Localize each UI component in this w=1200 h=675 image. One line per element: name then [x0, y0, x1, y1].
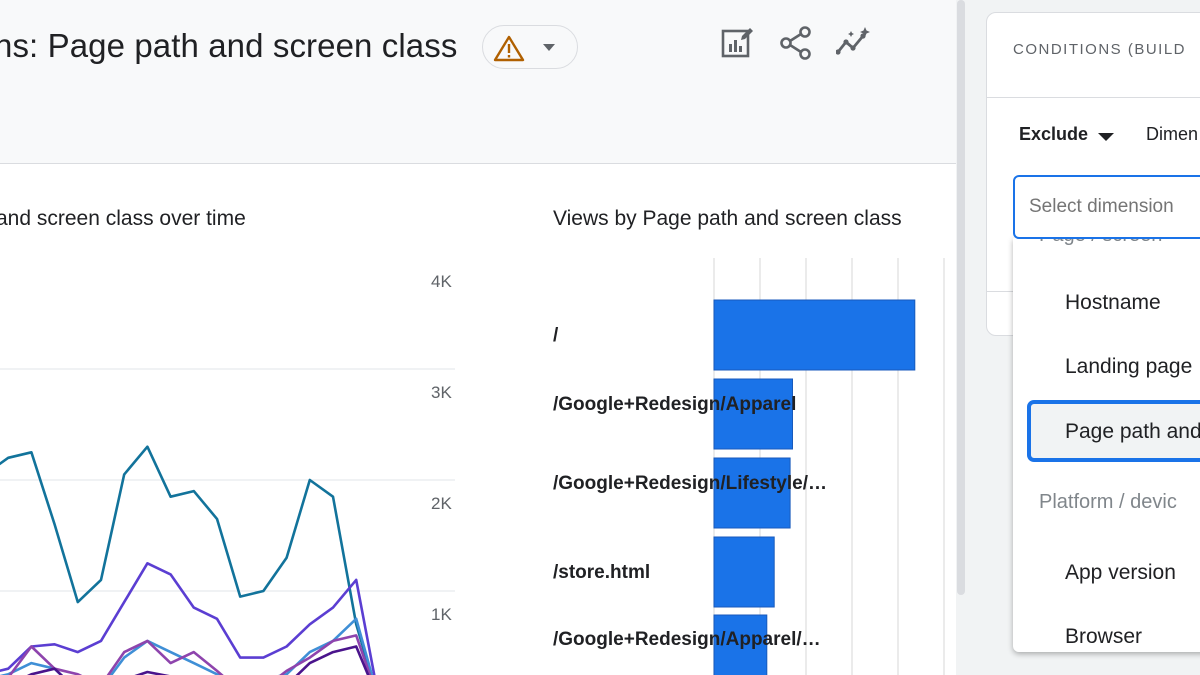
bar[interactable] [713, 457, 791, 529]
caret-down-icon[interactable] [1098, 133, 1114, 141]
line-series [26, 645, 370, 675]
y-tick-label: 2K [431, 494, 452, 513]
line-series [8, 634, 372, 675]
bar[interactable] [713, 614, 768, 675]
dropdown-item-page-path[interactable]: Page path and [1065, 420, 1200, 443]
dropdown-item-highlight[interactable] [1027, 400, 1200, 462]
y-tick-label: 1K [431, 605, 452, 624]
dropdown-item-app-version[interactable]: App version [1065, 561, 1176, 584]
line-series [0, 445, 373, 675]
dropdown-group-label: Page / screen [1039, 238, 1162, 247]
dimension-dropdown-menu: Page / screen Hostname Landing page Page… [1013, 238, 1200, 652]
customize-report-icon[interactable] [720, 26, 754, 60]
bar-category-label: / [553, 325, 559, 346]
report-main: ns: Page path and screen class [0, 0, 956, 675]
bar-category-label: /Google+Redesign/Apparel [553, 394, 797, 415]
bar-category-label: /Google+Redesign/Lifestyle/… [553, 473, 827, 494]
warning-chip[interactable] [482, 25, 578, 69]
bar[interactable] [713, 378, 793, 450]
scrollbar-thumb[interactable] [957, 0, 965, 595]
y-tick-label: 3K [431, 383, 452, 402]
warning-triangle-icon [493, 35, 525, 62]
y-tick-label: 4K [431, 272, 452, 291]
select-dimension-input[interactable] [1013, 175, 1200, 239]
bar-chart [713, 258, 945, 675]
dropdown-item-hostname[interactable]: Hostname [1065, 291, 1161, 314]
dropdown-item-browser[interactable]: Browser [1065, 625, 1143, 648]
exclude-dropdown-button[interactable]: Exclude [1019, 124, 1089, 144]
dimension-label: Dimen [1146, 124, 1199, 144]
line-series [0, 561, 376, 675]
bar[interactable] [713, 299, 916, 371]
share-icon[interactable] [779, 26, 813, 60]
dropdown-item-landing-page[interactable]: Landing page [1065, 355, 1193, 378]
dropdown-group-label: Platform / devic [1039, 491, 1177, 513]
line-chart-title: and screen class over time [0, 207, 246, 230]
bar-chart-title: Views by Page path and screen class [553, 207, 902, 230]
conditions-title: CONDITIONS (BUILD [1013, 41, 1187, 58]
bar[interactable] [713, 536, 775, 608]
report-header: ns: Page path and screen class [0, 0, 956, 164]
chevron-down-icon [543, 44, 555, 51]
divider [987, 97, 1200, 98]
bar-category-label: /store.html [553, 562, 651, 583]
insights-icon[interactable] [836, 26, 870, 60]
line-chart [0, 368, 455, 675]
bar-category-label: /Google+Redesign/Apparel/… [553, 629, 821, 650]
page-title: ns: Page path and screen class [0, 27, 458, 64]
